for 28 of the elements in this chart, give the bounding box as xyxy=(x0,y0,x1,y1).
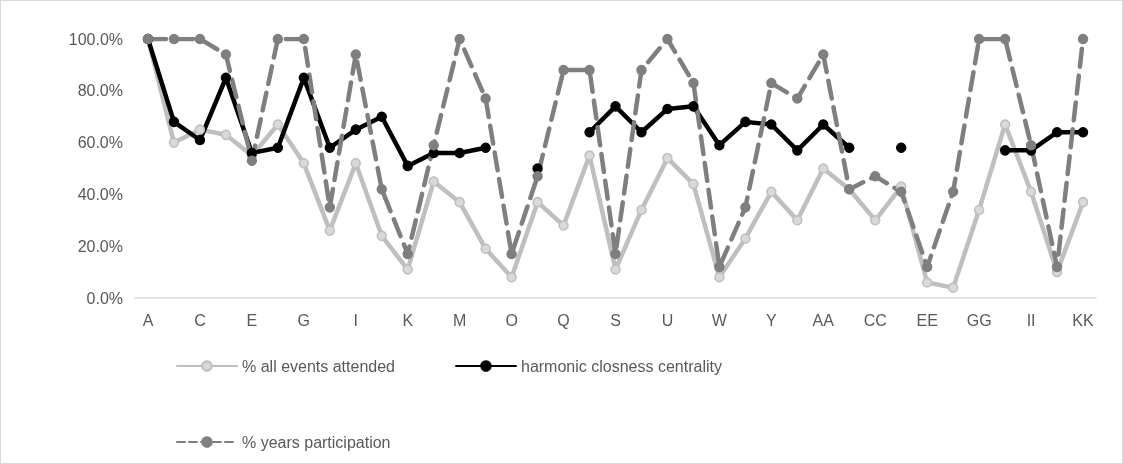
x-tick-label: CC xyxy=(863,311,887,329)
x-tick-label: AA xyxy=(812,311,835,329)
y-tick-label: 100.0% xyxy=(68,30,123,48)
legend-label: % all events attended xyxy=(242,357,395,375)
x-tick-label: A xyxy=(142,311,154,329)
x-tick-label: Q xyxy=(557,311,570,329)
x-tick-label: KK xyxy=(1072,311,1095,329)
x-tick-label: E xyxy=(246,311,258,329)
x-tick-label: U xyxy=(661,311,674,329)
x-tick-label: EE xyxy=(916,311,938,329)
x-tick-label: I xyxy=(353,311,358,329)
x-tick-label: O xyxy=(505,311,518,329)
x-tick-label: Y xyxy=(766,311,777,329)
y-tick-label: 0.0% xyxy=(86,289,123,307)
legend-label: % years participation xyxy=(242,433,391,451)
x-tick-label: C xyxy=(194,311,206,329)
y-tick-label: 40.0% xyxy=(77,185,123,203)
x-tick-label: II xyxy=(1026,311,1036,329)
y-tick-label: 80.0% xyxy=(77,82,123,100)
x-tick-label: K xyxy=(402,311,414,329)
x-tick-label: M xyxy=(453,311,467,329)
x-tick-label: S xyxy=(610,311,621,329)
legend-label: harmonic closness centrality xyxy=(520,357,722,375)
x-tick-label: W xyxy=(711,311,728,329)
x-tick-label: GG xyxy=(966,311,992,329)
x-tick-label: G xyxy=(297,311,311,329)
y-tick-label: 20.0% xyxy=(77,237,123,255)
y-tick-label: 60.0% xyxy=(77,134,123,152)
